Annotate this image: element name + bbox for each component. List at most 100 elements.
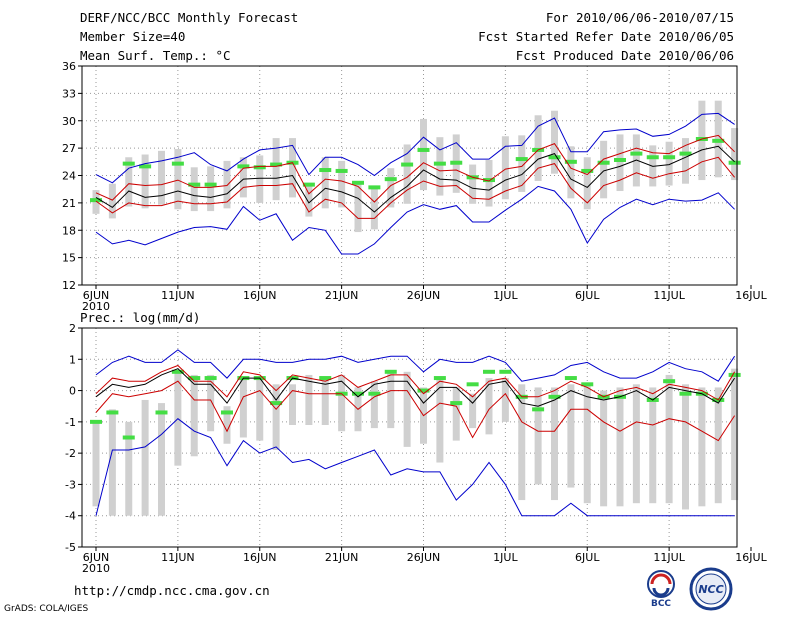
prec-xtick-label: 16JUN (243, 551, 277, 564)
ncc-logo-text: NCC (698, 583, 723, 596)
temp-chart: 12 15 18 21 24 27 30 33 36 6JUN 11JUN 16JUN 21JUN 26J… (62, 60, 768, 313)
temp-observed-mark (171, 161, 184, 166)
prec-spread-bar (338, 374, 346, 432)
temp-observed-mark (564, 159, 577, 164)
prec-spread-bar (632, 384, 640, 504)
prec-observed-mark (122, 435, 135, 440)
prec-ytick-label: 0 (69, 385, 76, 398)
temp-series-lower (95, 156, 735, 219)
prec-spread-bar (501, 378, 509, 422)
prec-spread-bar (125, 421, 133, 516)
prec-spread-bar (485, 378, 493, 435)
prec-ytick-label: 2 (69, 322, 76, 335)
temp-observed-mark (188, 182, 201, 187)
prec-spread-bar (583, 384, 591, 504)
prec-observed-mark (433, 376, 446, 381)
prec-observed-mark (204, 376, 217, 381)
temp-year-label: 2010 (82, 300, 110, 313)
prec-spread-bar (567, 384, 575, 488)
temp-observed-mark (630, 151, 643, 156)
temp-spread-bar (321, 157, 329, 209)
prec-observed-mark (679, 391, 692, 396)
prec-observed-mark (188, 376, 201, 381)
grads-credit: GrADS: COLA/IGES (4, 604, 89, 614)
prec-spread-bar (649, 387, 657, 504)
temp-observed-mark (401, 162, 414, 167)
prec-xtick-label: 11JUL (653, 551, 685, 564)
temp-spread-bar (108, 183, 116, 219)
temp-ytick-label: 36 (62, 60, 76, 73)
prec-spread-bar (731, 368, 739, 501)
prec-observed-mark (499, 369, 512, 374)
temp-xtick-label: 21JUN (325, 289, 359, 302)
temp-observed-mark (253, 165, 266, 170)
temp-observed-mark (270, 162, 283, 167)
temp-spread-bar (551, 110, 558, 174)
temp-spread-bar (223, 160, 231, 209)
temp-observed-mark (712, 138, 725, 143)
prec-observed-mark (106, 410, 119, 415)
prec-ytick-label: -4 (65, 510, 76, 523)
temp-spread-bar (305, 182, 313, 217)
temp-spread-bar (174, 149, 182, 210)
source-url[interactable]: http://cmdp.ncc.cma.gov.cn (74, 583, 270, 598)
temp-observed-mark (139, 164, 152, 169)
prec-spread-bar (714, 387, 722, 504)
prec-xtick-label: 16JUL (735, 551, 767, 564)
prec-spread-bar (469, 393, 477, 429)
prec-ytick-label: -2 (65, 447, 76, 460)
temp-spread-bar (272, 138, 280, 201)
prec-spread-bar (698, 387, 706, 507)
temp-spread-bar (239, 157, 247, 198)
prec-spread-bar (403, 371, 411, 447)
temp-observed-mark (646, 155, 659, 160)
prec-spread-bar (551, 387, 558, 501)
prec-spread-bar (141, 399, 149, 516)
prec-observed-mark (466, 382, 479, 387)
temp-xtick-label: 11JUN (161, 289, 195, 302)
prec-spread-bar (207, 374, 215, 432)
temp-xtick-label: 6JUL (575, 289, 600, 302)
temp-observed-mark (204, 182, 217, 187)
prec-xtick-label: 21JUN (325, 551, 359, 564)
prec-observed-mark (384, 369, 397, 374)
prec-spread-bar (616, 387, 624, 507)
chart-title: DERF/NCC/BCC Monthly Forecast (80, 10, 299, 25)
temp-spread-bar (567, 146, 575, 199)
temp-spread-bar (207, 166, 215, 212)
temp-ytick-label: 30 (62, 115, 76, 128)
temp-ytick-label: 21 (62, 197, 76, 210)
temp-spread-bar (616, 134, 624, 192)
prec-spread-bar (321, 378, 329, 425)
temp-observed-mark (335, 168, 348, 173)
prec-spread-bar (239, 378, 247, 438)
temp-spread-bar (354, 183, 362, 233)
prec-spread-bar (370, 381, 378, 429)
temp-observed-mark (515, 157, 528, 162)
temp-spread-bar (420, 118, 427, 191)
temp-ytick-label: 27 (62, 142, 76, 155)
temp-spread-bar (485, 159, 493, 207)
temp-xtick-label: 6JUN (83, 289, 110, 302)
prec-ytick-label: 1 (69, 353, 76, 366)
prec-xtick-label: 6JUL (575, 551, 600, 564)
prec-observed-mark (564, 376, 577, 381)
prec-spread-bar (272, 384, 280, 451)
prec-ytick-label: -5 (65, 541, 76, 554)
temp-series-max (95, 112, 735, 184)
prec-spread-bar (190, 374, 198, 457)
temp-series-mean (95, 145, 735, 213)
prec-plot-frame (81, 327, 738, 548)
prec-observed-mark (171, 369, 184, 374)
temp-observed-mark (368, 185, 381, 190)
temp-xtick-label: 16JUN (243, 289, 277, 302)
prec-series-upper (95, 364, 736, 401)
temp-ytick-label: 12 (62, 279, 76, 292)
temp-spread-bar (158, 150, 165, 205)
ncc-logo: NCC (689, 567, 733, 611)
prec-series-mean (95, 368, 736, 407)
temp-xtick-label: 1JUL (493, 289, 518, 302)
bcc-logo: BCC (647, 570, 675, 608)
prec-observed-mark (581, 382, 594, 387)
prec-spread-bar (518, 384, 526, 501)
